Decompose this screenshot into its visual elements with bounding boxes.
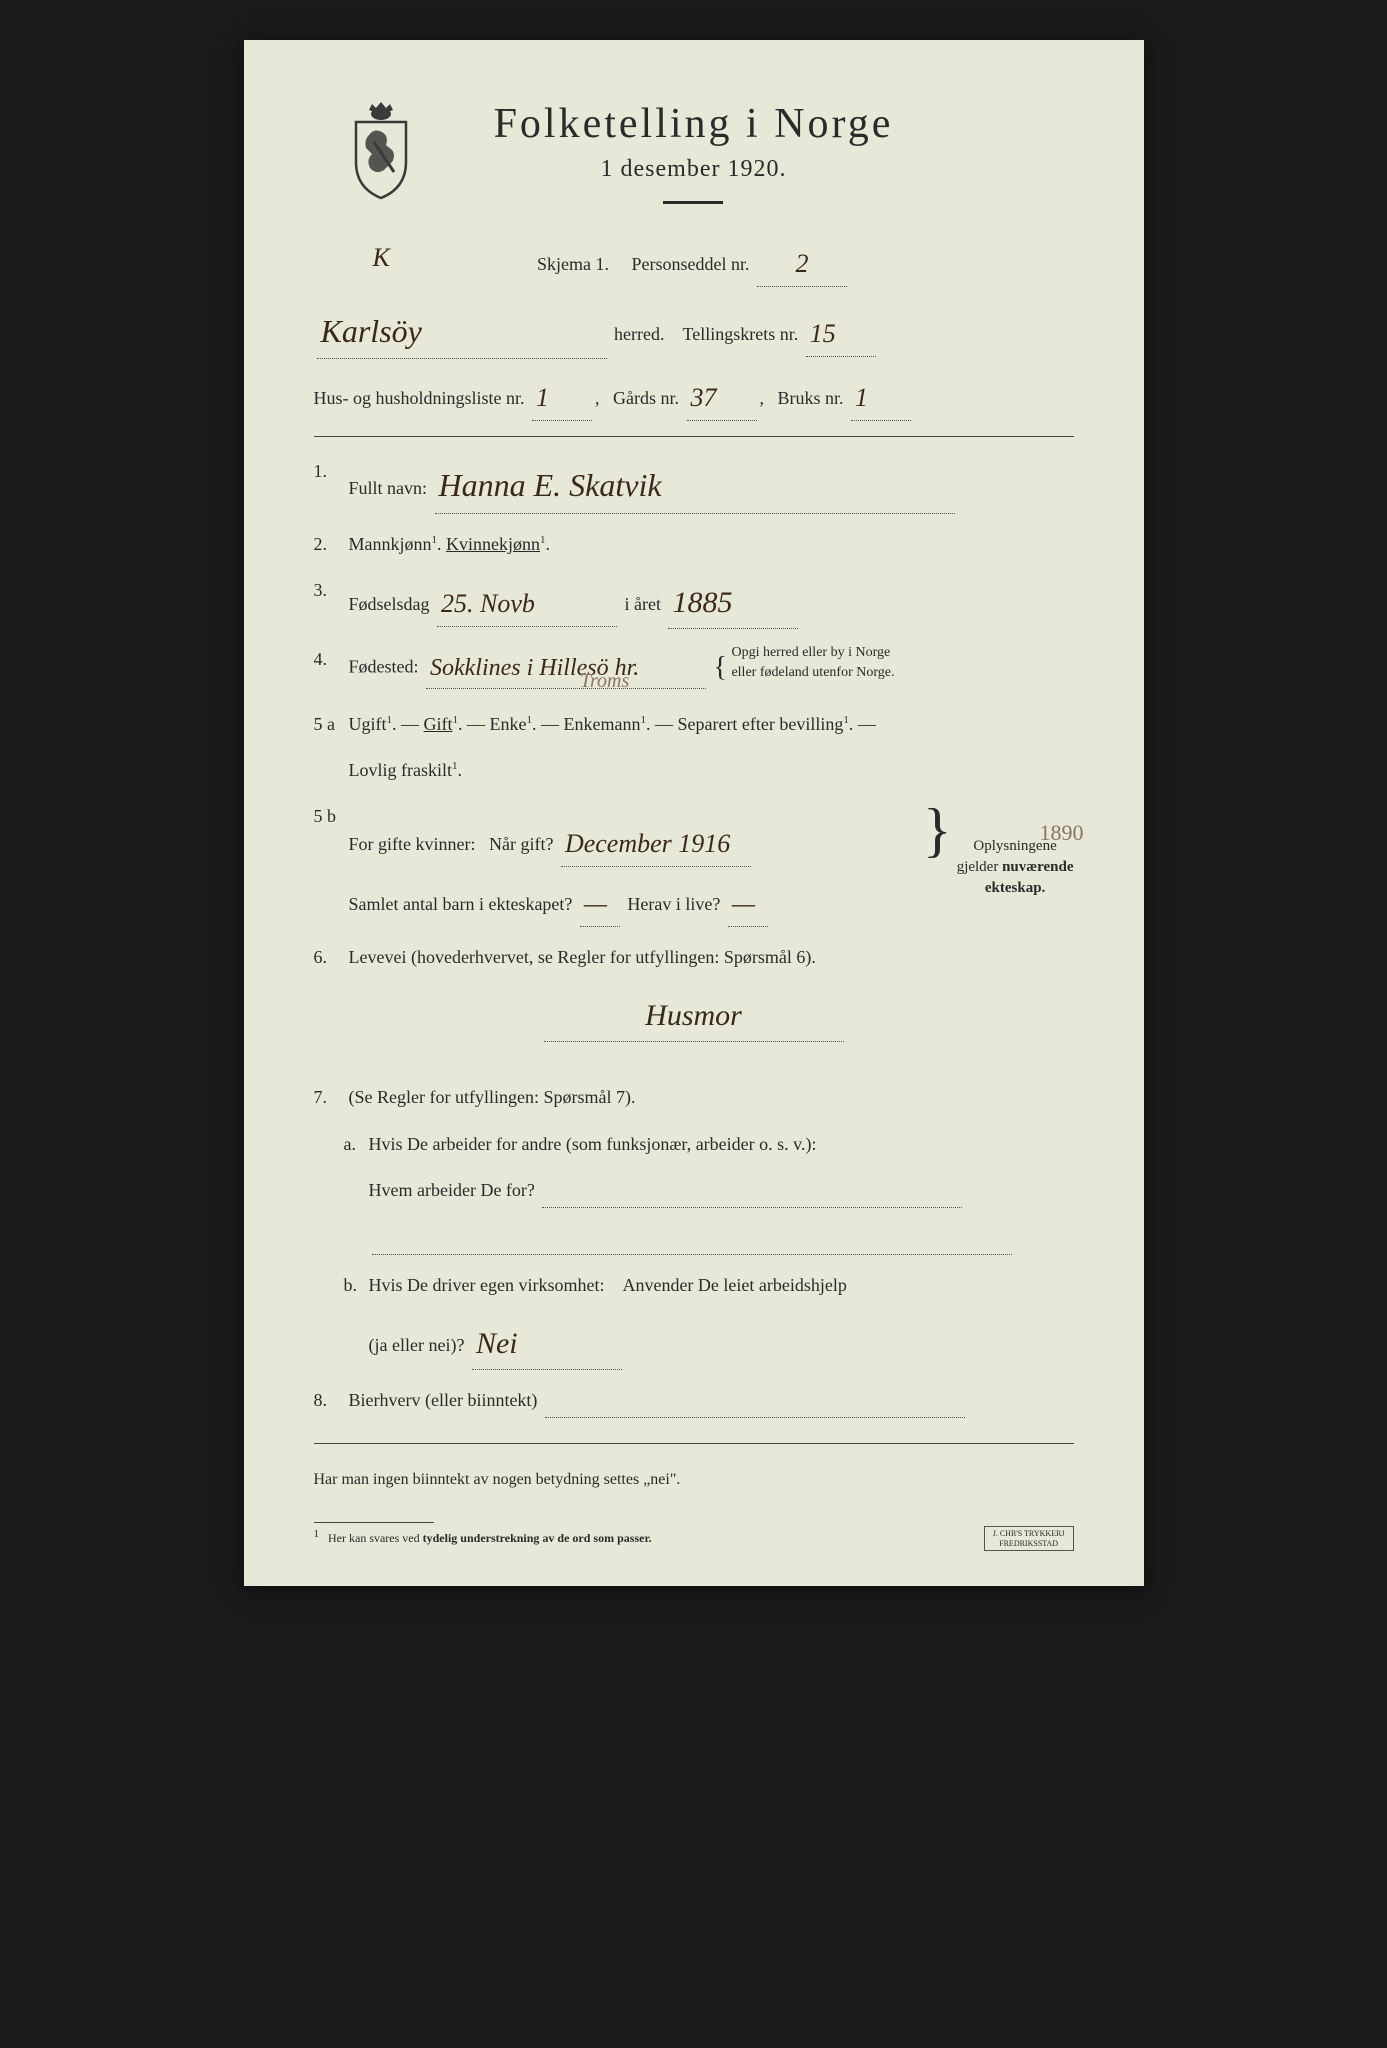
q5b-naar-value: December 1916 bbox=[561, 821, 734, 868]
q5b-label: For gifte kvinner: bbox=[349, 834, 476, 854]
q8-line: 8. Bierhverv (eller biinntekt) bbox=[314, 1384, 1074, 1417]
skjema-label: Skjema 1. bbox=[537, 254, 609, 274]
census-form: Folketelling i Norge 1 desember 1920. K … bbox=[244, 40, 1144, 1586]
q5b-line: 5 b For gifte kvinner: Når gift? Decembe… bbox=[314, 800, 1074, 927]
q5a-enke: Enke bbox=[490, 714, 527, 734]
q5b-note: 1890 Oplysningene gjelder nuværende ekte… bbox=[957, 836, 1074, 899]
q3-label: Fødselsdag bbox=[349, 594, 430, 614]
q5a-enkemann: Enkemann bbox=[563, 714, 640, 734]
herred-handwritten-start: K bbox=[369, 235, 394, 282]
q3-year: 1885 bbox=[668, 576, 736, 630]
q5a-gift: Gift bbox=[424, 714, 453, 734]
gards-label: Gårds nr. bbox=[613, 388, 679, 408]
q4-num: 4. bbox=[314, 643, 328, 675]
q5b-herav-value: — bbox=[728, 881, 759, 928]
q6-value-line: Husmor bbox=[314, 987, 1074, 1042]
q7b-line2row: (ja eller nei)? Nei bbox=[314, 1315, 1074, 1370]
q7-label: (Se Regler for utfyllingen: Spørsmål 7). bbox=[349, 1087, 636, 1107]
q5b-barn-value: — bbox=[580, 881, 611, 928]
tellingskrets-nr: 15 bbox=[806, 311, 840, 358]
q5a-line: 5 a Ugift1. — Gift1. — Enke1. — Enkemann… bbox=[314, 708, 1074, 740]
bruks-nr: 1 bbox=[851, 375, 872, 422]
q3-day: 25. Novb bbox=[437, 581, 539, 628]
bruks-label: Bruks nr. bbox=[778, 388, 844, 408]
herred-line: Karlsöy herred. Tellingskrets nr. 15 bbox=[314, 301, 1074, 360]
brace-icon: } bbox=[923, 800, 952, 860]
q1-num: 1. bbox=[314, 455, 328, 487]
q7a-line: a. Hvis De arbeider for andre (som funks… bbox=[314, 1128, 1074, 1160]
footnote-marker: 1 bbox=[314, 1528, 320, 1540]
q7-num: 7. bbox=[314, 1081, 328, 1113]
title-block: Folketelling i Norge 1 desember 1920. bbox=[494, 100, 894, 229]
q7a-blank bbox=[314, 1222, 1074, 1255]
husliste-label: Hus- og husholdningsliste nr. bbox=[314, 388, 525, 408]
q8-label: Bierhverv (eller biinntekt) bbox=[349, 1390, 538, 1410]
q5b-margin-annotation: 1890 bbox=[1040, 818, 1084, 849]
q4-annotation: Troms bbox=[576, 663, 633, 699]
personseddel-nr: 2 bbox=[791, 241, 812, 288]
document-header: Folketelling i Norge 1 desember 1920. bbox=[314, 100, 1074, 229]
q7a-letter: a. bbox=[344, 1128, 357, 1160]
subtitle: 1 desember 1920. bbox=[494, 156, 894, 183]
main-title: Folketelling i Norge bbox=[494, 100, 894, 148]
tellingskrets-label: Tellingskrets nr. bbox=[682, 324, 798, 344]
q5a-separert: Separert efter bevilling bbox=[677, 714, 843, 734]
q7a-line2: Hvem arbeider De for? bbox=[314, 1174, 1074, 1207]
q7a-line1: Hvis De arbeider for andre (som funksjon… bbox=[369, 1134, 817, 1154]
q4-label: Fødested: bbox=[349, 657, 419, 677]
q1-value: Hanna E. Skatvik bbox=[435, 457, 666, 515]
q7b-line1: Hvis De driver egen virksomhet: bbox=[369, 1275, 605, 1295]
q8-note: Har man ingen biinntekt av nogen betydni… bbox=[314, 1462, 1074, 1495]
coat-of-arms-icon bbox=[344, 100, 419, 205]
q3-num: 3. bbox=[314, 574, 328, 606]
q5a-num: 5 a bbox=[314, 708, 336, 740]
q4-note: Opgi herred eller by i Norge eller fødel… bbox=[731, 643, 894, 682]
husliste-nr: 1 bbox=[532, 375, 553, 422]
q1-line: 1. Fullt navn: Hanna E. Skatvik bbox=[314, 455, 1074, 514]
section-divider-2 bbox=[314, 1443, 1074, 1444]
q2-kvinne: Kvinnekjønn bbox=[446, 534, 540, 554]
q6-line: 6. Levevei (hovederhvervet, se Regler fo… bbox=[314, 941, 1074, 973]
gards-nr: 37 bbox=[687, 375, 721, 422]
q6-num: 6. bbox=[314, 941, 328, 973]
printer-stamp: J. CHR'S TRYKKERJ FREDRIKSSTAD bbox=[984, 1526, 1074, 1551]
q2-mann: Mannkjønn bbox=[349, 534, 432, 554]
q1-label: Fullt navn: bbox=[349, 478, 428, 498]
q5b-herav-label: Herav i live? bbox=[627, 894, 720, 914]
husliste-line: Hus- og husholdningsliste nr. 1, Gårds n… bbox=[314, 373, 1074, 421]
q6-value: Husmor bbox=[641, 989, 746, 1043]
q3-line: 3. Fødselsdag 25. Novb i året 1885 bbox=[314, 574, 1074, 629]
q5a-line2: Lovlig fraskilt1. bbox=[314, 754, 1074, 786]
q7b-line3: (ja eller nei)? bbox=[369, 1335, 465, 1355]
q7b-line: b. Hvis De driver egen virksomhet: Anven… bbox=[314, 1269, 1074, 1301]
q6-label: Levevei (hovederhvervet, se Regler for u… bbox=[349, 947, 816, 967]
q7-line: 7. (Se Regler for utfyllingen: Spørsmål … bbox=[314, 1081, 1074, 1113]
herred-label: herred. bbox=[614, 324, 664, 344]
q2-num: 2. bbox=[314, 528, 328, 560]
q2-line: 2. Mannkjønn1. Kvinnekjønn1. bbox=[314, 528, 1074, 560]
personseddel-label: Personseddel nr. bbox=[632, 254, 750, 274]
q5b-num: 5 b bbox=[314, 800, 337, 832]
footnote: 1 Her kan svares ved tydelig understrekn… bbox=[314, 1514, 1074, 1546]
q7a-label2: Hvem arbeider De for? bbox=[369, 1180, 535, 1200]
q5b-naar-label: Når gift? bbox=[489, 834, 553, 854]
q5b-barn-label: Samlet antal barn i ekteskapet? bbox=[349, 894, 573, 914]
herred-value: Karlsöy bbox=[317, 303, 426, 361]
q7b-line2: Anvender De leiet arbeidshjelp bbox=[622, 1275, 846, 1295]
q5a-ugift: Ugift bbox=[349, 714, 387, 734]
q4-line: 4. Fødested: Sokklines i Hillesö hr. Tro… bbox=[314, 643, 1074, 693]
q8-num: 8. bbox=[314, 1384, 328, 1416]
section-divider-1 bbox=[314, 436, 1074, 437]
q3-year-label: i året bbox=[625, 594, 661, 614]
q7b-letter: b. bbox=[344, 1269, 358, 1301]
q5a-fraskilt: Lovlig fraskilt bbox=[349, 760, 452, 780]
skjema-line: K Skjema 1. Personseddel nr. 2 bbox=[314, 239, 1074, 287]
title-divider bbox=[663, 201, 723, 204]
